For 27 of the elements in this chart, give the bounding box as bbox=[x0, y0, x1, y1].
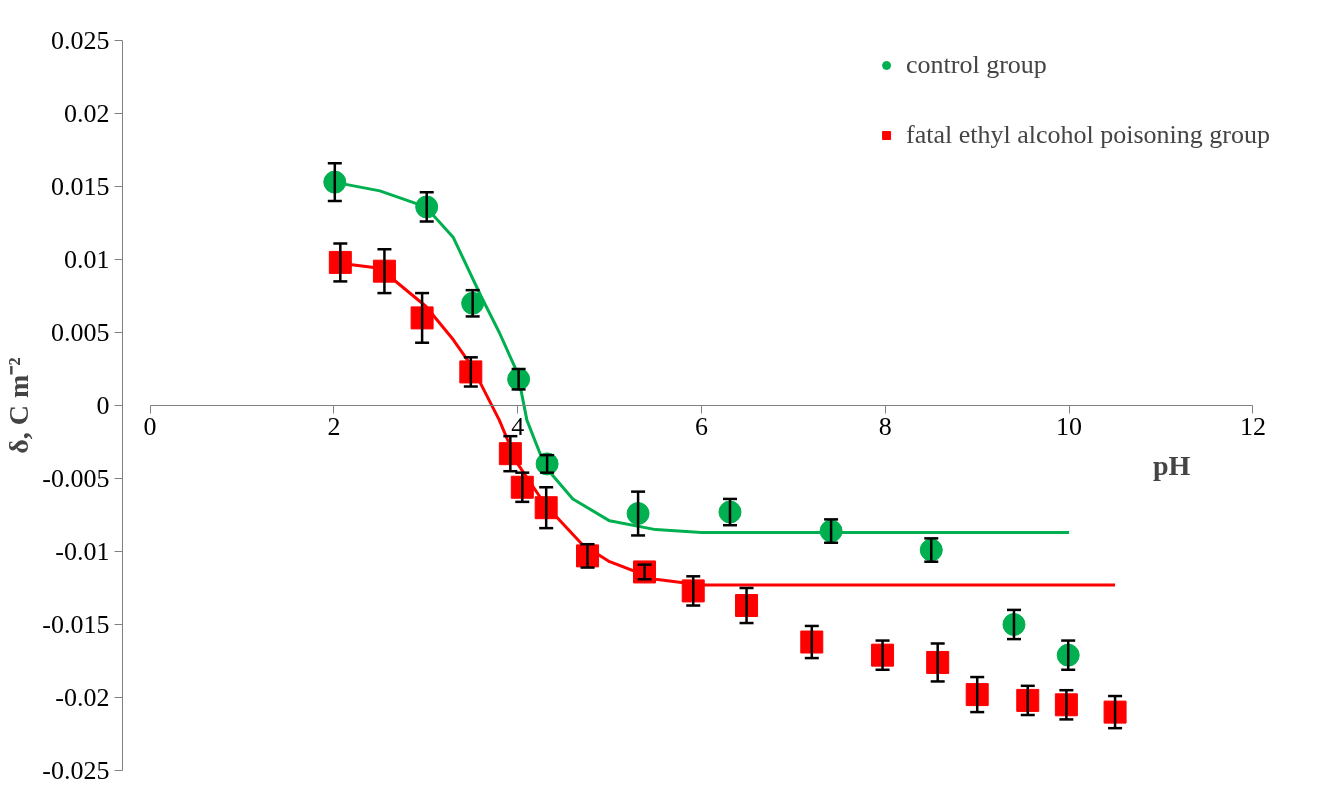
y-tick-label: 0.015 bbox=[51, 172, 110, 201]
y-tick-label: -0.01 bbox=[55, 537, 110, 566]
x-axis-title: pH bbox=[1152, 449, 1191, 481]
legend-label: fatal ethyl alcohol poisoning group bbox=[906, 120, 1270, 150]
y-axis-title: δ, C m⁻² bbox=[3, 357, 35, 454]
y-tick-label: 0.025 bbox=[51, 26, 110, 55]
legend-label: control group bbox=[906, 50, 1047, 80]
point bbox=[965, 683, 989, 707]
x-tick-label: 0 bbox=[143, 411, 157, 441]
y-tick-label: 0.005 bbox=[51, 318, 110, 347]
x-tick-label: 6 bbox=[695, 411, 708, 441]
point bbox=[1016, 688, 1040, 712]
y-tick-label: -0.005 bbox=[42, 464, 110, 493]
point bbox=[800, 630, 824, 654]
x-tick-label: 10 bbox=[1056, 411, 1083, 441]
point bbox=[1103, 700, 1127, 724]
y-tick-label: 0 bbox=[96, 391, 110, 420]
y-tick-label: -0.02 bbox=[55, 683, 110, 712]
y-tick-label: -0.025 bbox=[42, 756, 110, 785]
y-tick-label: -0.015 bbox=[42, 610, 110, 639]
y-tick-label: 0.01 bbox=[64, 245, 110, 274]
y-tick-label: 0.02 bbox=[64, 99, 110, 128]
x-tick-label: 4 bbox=[511, 411, 525, 441]
x-tick-label: 8 bbox=[878, 411, 892, 441]
point bbox=[410, 306, 434, 330]
x-tick-label: 2 bbox=[327, 411, 341, 441]
x-tick-label: 12 bbox=[1239, 411, 1266, 441]
